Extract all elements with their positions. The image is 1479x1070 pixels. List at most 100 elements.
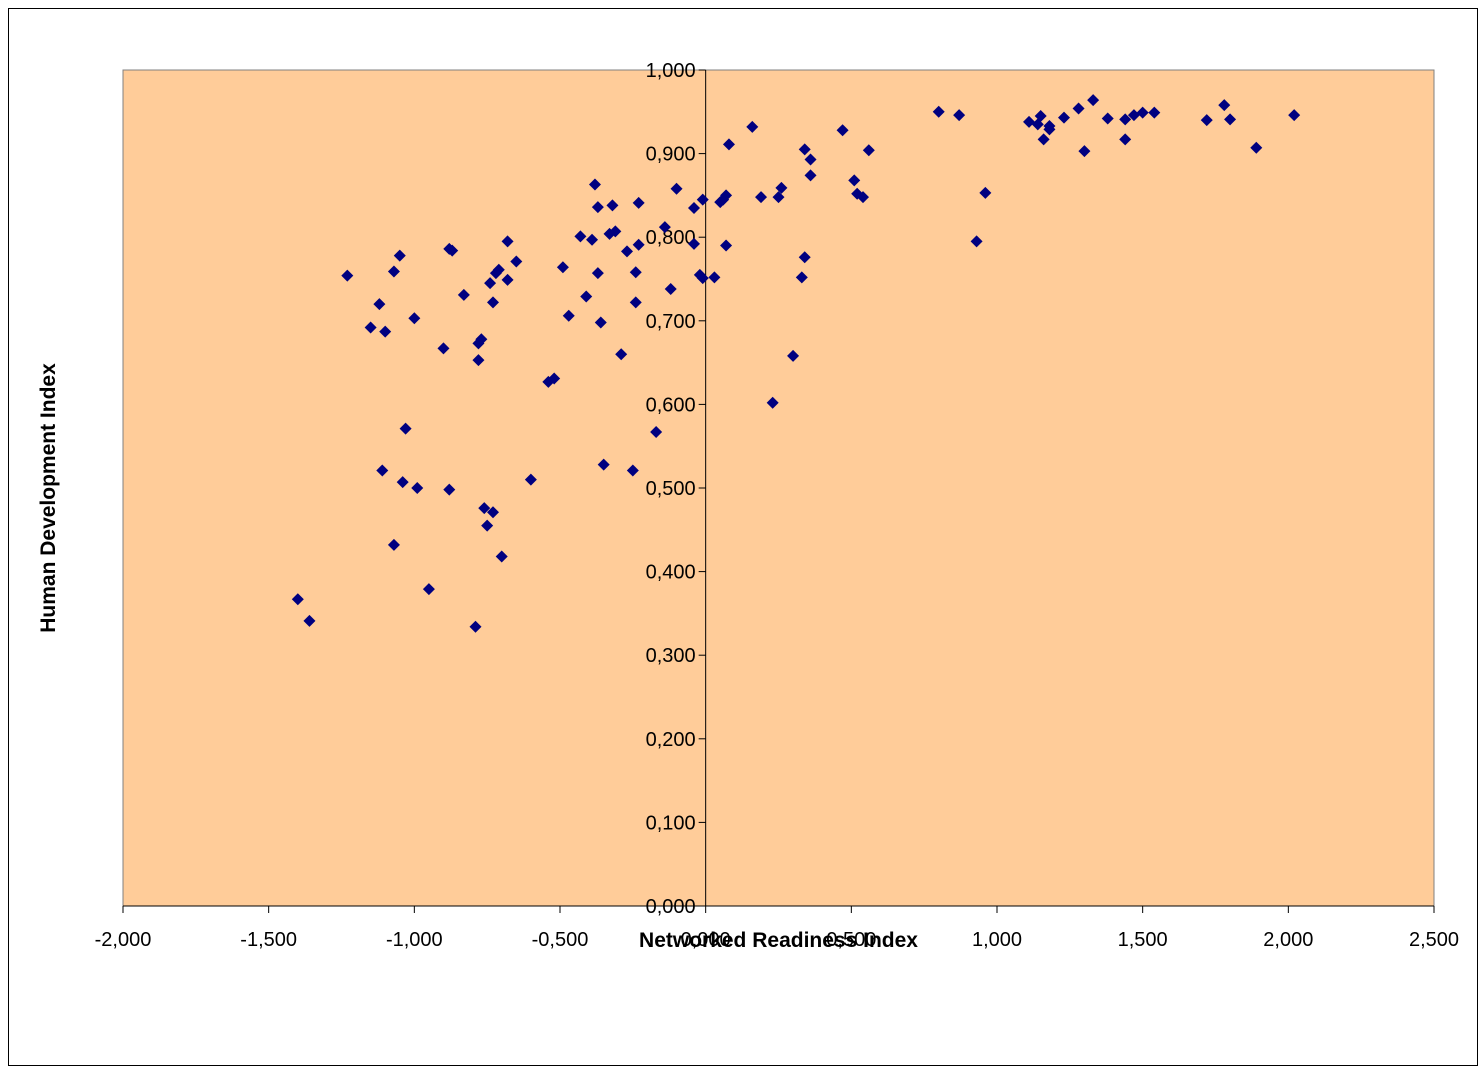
- data-point: [970, 235, 983, 248]
- data-point: [664, 283, 677, 296]
- data-point: [422, 583, 435, 596]
- data-point: [387, 538, 400, 551]
- data-point: [446, 244, 459, 257]
- data-point: [1087, 94, 1100, 107]
- x-tick-label: 2,500: [1409, 929, 1459, 951]
- data-point: [1127, 109, 1140, 122]
- data-point: [836, 124, 849, 137]
- data-point: [481, 519, 494, 532]
- y-axis-ticks: 0,000 0,100 0,200 0,300 0,400 0,500 0,600 0,700…: [646, 60, 706, 918]
- data-point: [772, 191, 785, 204]
- data-point: [1148, 106, 1161, 119]
- x-axis-ticks: -2,000 -1,500 -1,000 -0,500 0,000 0,500 1,000 1…: [95, 906, 1459, 951]
- data-point: [594, 316, 607, 329]
- data-point: [979, 186, 992, 199]
- y-tick-label: 0,900: [646, 144, 696, 166]
- y-tick-label: 1,000: [646, 60, 696, 82]
- x-tick-label: 1,500: [1118, 929, 1168, 951]
- data-point: [708, 271, 721, 284]
- data-point: [1072, 102, 1085, 115]
- data-point: [556, 261, 569, 274]
- data-point: [632, 238, 645, 251]
- data-point: [457, 288, 470, 301]
- data-point: [1101, 112, 1114, 125]
- data-point: [670, 182, 683, 195]
- data-point: [597, 458, 610, 471]
- data-point: [437, 342, 450, 355]
- data-point: [1224, 113, 1237, 126]
- data-point: [1136, 106, 1149, 119]
- data-point: [632, 196, 645, 209]
- data-point: [798, 251, 811, 264]
- data-point: [486, 296, 499, 309]
- data-point: [291, 593, 304, 606]
- data-point: [621, 245, 634, 258]
- data-point: [469, 620, 482, 633]
- data-point: [1119, 113, 1132, 126]
- chart-area: -2,000 -1,500 -1,000 -0,500 0,000 0,500 1,000 1…: [8, 8, 1478, 1066]
- data-point: [387, 265, 400, 278]
- y-tick-label: 0,700: [646, 311, 696, 333]
- x-tick-label: -2,000: [95, 929, 152, 951]
- data-point: [606, 199, 619, 212]
- data-point: [804, 153, 817, 166]
- y-tick-label: 0,600: [646, 394, 696, 416]
- x-tick-label: 0,500: [826, 929, 876, 951]
- y-axis-title: Human Development Index: [37, 363, 60, 633]
- data-point: [303, 614, 316, 627]
- data-point: [411, 482, 424, 494]
- data-point: [787, 349, 800, 362]
- data-point: [658, 221, 671, 234]
- data-point: [379, 325, 392, 338]
- data-point: [848, 174, 861, 187]
- data-point: [443, 483, 456, 496]
- x-tick-label: -1,500: [240, 929, 297, 951]
- data-point: [804, 169, 817, 182]
- scatter-chart: -2,000 -1,500 -1,000 -0,500 0,000 0,500 1,000 1…: [37, 60, 1459, 952]
- y-tick-label: 0,100: [646, 812, 696, 834]
- data-point: [1043, 123, 1056, 136]
- data-point: [486, 506, 499, 519]
- data-point: [588, 178, 601, 191]
- data-point: [1200, 114, 1213, 127]
- data-point: [393, 249, 406, 262]
- x-tick-label: 1,000: [972, 929, 1022, 951]
- y-tick-label: 0,800: [646, 227, 696, 249]
- data-point: [501, 273, 514, 286]
- data-point: [562, 309, 575, 322]
- data-point: [795, 271, 808, 284]
- data-point: [495, 550, 508, 563]
- data-point: [396, 476, 409, 489]
- data-point: [862, 144, 875, 157]
- data-point: [932, 105, 945, 118]
- data-point: [775, 181, 788, 194]
- data-point: [373, 298, 386, 311]
- x-tick-label: 0,000: [681, 929, 731, 951]
- y-tick-label: 0,500: [646, 478, 696, 500]
- data-point: [720, 239, 733, 252]
- data-point: [720, 189, 733, 202]
- data-points: [291, 94, 1301, 633]
- data-point: [510, 255, 523, 268]
- data-point: [722, 138, 735, 151]
- data-point: [580, 290, 593, 303]
- data-point: [1288, 109, 1301, 122]
- data-point: [364, 321, 377, 334]
- data-point: [953, 109, 966, 122]
- data-point: [1037, 133, 1050, 146]
- data-point: [746, 120, 759, 133]
- data-point: [574, 230, 587, 243]
- data-point: [755, 191, 768, 204]
- y-tick-label: 0,400: [646, 562, 696, 584]
- data-point: [626, 464, 639, 477]
- data-point: [399, 422, 412, 435]
- data-point: [1218, 99, 1231, 112]
- y-tick-label: 0,300: [646, 645, 696, 667]
- data-point: [472, 354, 485, 367]
- data-point: [766, 396, 779, 409]
- data-point: [376, 464, 389, 477]
- data-point: [548, 372, 561, 385]
- y-tick-label: 0,000: [646, 896, 696, 918]
- data-point: [696, 272, 709, 285]
- data-point: [688, 237, 701, 250]
